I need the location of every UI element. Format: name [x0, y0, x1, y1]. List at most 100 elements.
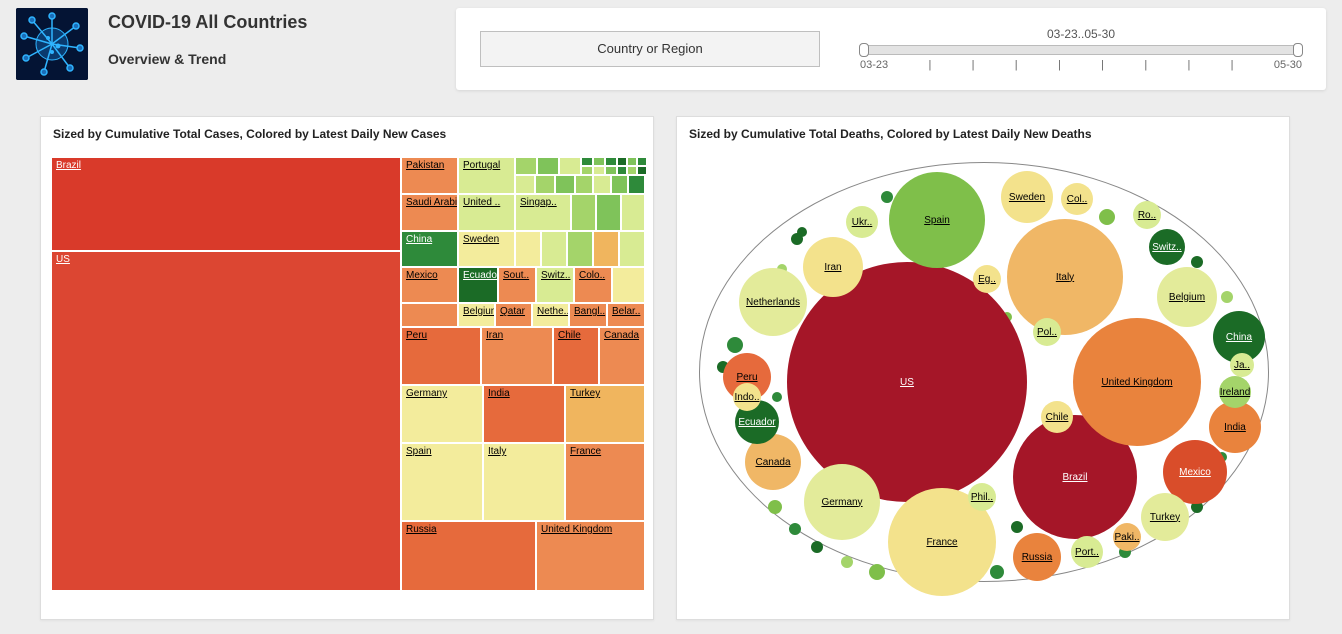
bubble-item[interactable]: Turkey — [1141, 493, 1189, 541]
treemap-cell-small[interactable] — [627, 157, 637, 166]
bubble-tiny[interactable] — [1099, 209, 1115, 225]
treemap-cell[interactable]: Sweden — [458, 231, 515, 267]
treemap-cell[interactable]: Brazil — [51, 157, 401, 251]
treemap-cell-small[interactable] — [575, 175, 593, 194]
bubble-tiny[interactable] — [1221, 291, 1233, 303]
treemap-cell[interactable]: Sout.. — [498, 267, 536, 303]
bubble-item[interactable]: India — [1209, 401, 1261, 453]
treemap-cell-small[interactable] — [581, 166, 593, 175]
treemap-cell-small[interactable] — [617, 157, 627, 166]
treemap-cell[interactable]: Chile — [553, 327, 599, 385]
bubble-item[interactable]: Chile — [1041, 401, 1073, 433]
bubble-tiny[interactable] — [881, 191, 893, 203]
treemap-cell-small[interactable] — [515, 231, 541, 267]
bubble-tiny[interactable] — [869, 564, 885, 580]
treemap-cell[interactable]: United .. — [458, 194, 515, 231]
treemap-cell[interactable]: Turkey — [565, 385, 645, 443]
bubble-tiny[interactable] — [1191, 256, 1203, 268]
treemap-cell[interactable]: Italy — [483, 443, 565, 521]
bubble-tiny[interactable] — [841, 556, 853, 568]
treemap-cell[interactable]: Colo.. — [574, 267, 612, 303]
treemap-cell[interactable]: Saudi Arabia — [401, 194, 458, 231]
treemap-cell-small[interactable] — [515, 175, 535, 194]
treemap-cell[interactable]: Qatar — [495, 303, 532, 327]
treemap-cell[interactable]: Iran — [481, 327, 553, 385]
treemap-cell[interactable]: Russia — [401, 521, 536, 591]
treemap-cell-small[interactable] — [637, 166, 647, 175]
bubble-tiny[interactable] — [772, 392, 782, 402]
treemap-cell-small[interactable] — [593, 175, 611, 194]
bubble-item[interactable]: Italy — [1007, 219, 1123, 335]
bubble-item[interactable]: Paki.. — [1113, 523, 1141, 551]
treemap-cell[interactable]: Canada — [599, 327, 645, 385]
treemap-cell-small[interactable] — [637, 157, 647, 166]
treemap-cell[interactable]: Germany — [401, 385, 483, 443]
treemap-cell[interactable]: Mexico — [401, 267, 458, 303]
bubble-tiny[interactable] — [789, 523, 801, 535]
treemap-cell-small[interactable] — [611, 175, 628, 194]
treemap-cell[interactable]: United Kingdom — [536, 521, 645, 591]
treemap-cell[interactable]: Spain — [401, 443, 483, 521]
bubble-item[interactable]: US — [787, 262, 1027, 502]
bubble-item[interactable]: Spain — [889, 172, 985, 268]
bubble-tiny[interactable] — [990, 565, 1004, 579]
treemap-cell-small[interactable] — [593, 231, 619, 267]
bubble-item[interactable]: Eg.. — [973, 265, 1001, 293]
bubble-item[interactable]: Col.. — [1061, 183, 1093, 215]
bubble-item[interactable]: Indo.. — [733, 383, 761, 411]
bubble-item[interactable]: Netherlands — [739, 268, 807, 336]
treemap-cell[interactable]: Pakistan — [401, 157, 458, 194]
bubble-item[interactable]: Russia — [1013, 533, 1061, 581]
treemap-cell-small[interactable] — [621, 194, 645, 231]
slider-track[interactable] — [860, 45, 1302, 55]
treemap-cell-small[interactable] — [605, 157, 617, 166]
treemap-cell-small[interactable] — [559, 157, 581, 175]
treemap-cell-small[interactable] — [627, 166, 637, 175]
treemap-cell-small[interactable] — [581, 157, 593, 166]
treemap-cell-small[interactable] — [541, 231, 567, 267]
treemap-cell-small[interactable] — [596, 194, 621, 231]
bubble-item[interactable]: Phil.. — [968, 483, 996, 511]
treemap-cell[interactable]: Ecuador — [458, 267, 498, 303]
treemap-cell[interactable]: Belar.. — [607, 303, 645, 327]
treemap-cell-small[interactable] — [593, 157, 605, 166]
treemap-cell-small[interactable] — [619, 231, 645, 267]
treemap-cell-small[interactable] — [555, 175, 575, 194]
treemap-cell-small[interactable] — [593, 166, 605, 175]
treemap-cell[interactable]: US — [51, 251, 401, 591]
bubble-item[interactable]: Belgium — [1157, 267, 1217, 327]
treemap-cell-small[interactable] — [401, 303, 458, 327]
treemap-chart[interactable]: BrazilUSPakistanSaudi ArabiaChinaSwedenM… — [51, 157, 645, 591]
treemap-cell[interactable]: Peru — [401, 327, 481, 385]
treemap-cell-small[interactable] — [515, 157, 537, 175]
bubble-item[interactable]: Ro.. — [1133, 201, 1161, 229]
treemap-cell[interactable]: Portugal — [458, 157, 515, 194]
bubble-chart[interactable]: USBrazilUnited KingdomItalySpainFranceGe… — [687, 157, 1281, 591]
slider-handle-start[interactable] — [859, 43, 869, 57]
bubble-item[interactable]: United Kingdom — [1073, 318, 1201, 446]
treemap-cell-small[interactable] — [567, 231, 593, 267]
bubble-item[interactable]: Sweden — [1001, 171, 1053, 223]
treemap-cell-small[interactable] — [571, 194, 596, 231]
date-range-slider[interactable]: 03-23..05-30 03-23 ||| ||| || 05-30 — [860, 27, 1302, 71]
treemap-cell[interactable]: Bangl.. — [569, 303, 607, 327]
treemap-cell[interactable]: Nethe.. — [532, 303, 569, 327]
treemap-cell[interactable]: Singap.. — [515, 194, 571, 231]
bubble-item[interactable]: Ireland — [1219, 376, 1251, 408]
treemap-cell-small[interactable] — [535, 175, 555, 194]
bubble-tiny[interactable] — [727, 337, 743, 353]
treemap-cell-small[interactable] — [612, 267, 645, 303]
country-region-button[interactable]: Country or Region — [480, 31, 820, 67]
treemap-cell-small[interactable] — [628, 175, 645, 194]
treemap-cell-small[interactable] — [537, 157, 559, 175]
bubble-tiny[interactable] — [768, 500, 782, 514]
bubble-item[interactable]: Iran — [803, 237, 863, 297]
bubble-item[interactable]: Pol.. — [1033, 318, 1061, 346]
bubble-tiny[interactable] — [797, 227, 807, 237]
treemap-cell[interactable]: Switz.. — [536, 267, 574, 303]
treemap-cell-small[interactable] — [605, 166, 617, 175]
bubble-tiny[interactable] — [1011, 521, 1023, 533]
bubble-item[interactable]: Ja.. — [1230, 353, 1254, 377]
slider-handle-end[interactable] — [1293, 43, 1303, 57]
bubble-item[interactable]: Germany — [804, 464, 880, 540]
